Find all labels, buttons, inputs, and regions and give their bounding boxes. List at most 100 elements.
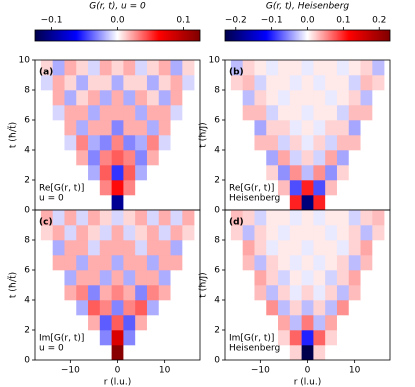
heat-cell bbox=[266, 345, 279, 360]
heat-cell bbox=[278, 150, 291, 166]
x-tick-label: 10 bbox=[159, 366, 171, 376]
heat-cell bbox=[242, 195, 255, 210]
heat-cell bbox=[146, 150, 160, 166]
heat-cell bbox=[289, 150, 302, 166]
heat-cell bbox=[325, 150, 338, 166]
heat-cell bbox=[242, 345, 255, 360]
heat-cell bbox=[325, 345, 338, 360]
heat-cell bbox=[254, 315, 267, 331]
heat-cell bbox=[99, 75, 112, 91]
heat-cell bbox=[146, 240, 160, 256]
heat-cell bbox=[254, 270, 267, 286]
heat-cell bbox=[360, 135, 373, 151]
y-tick-label: 4 bbox=[214, 296, 220, 306]
heat-cell bbox=[76, 345, 89, 360]
heat-cell bbox=[111, 180, 124, 196]
heat-cell bbox=[135, 180, 148, 196]
heat-cell bbox=[40, 90, 53, 106]
heat-cell bbox=[123, 150, 136, 166]
heat-cell bbox=[52, 90, 65, 106]
heat-cell bbox=[135, 240, 148, 256]
heat-cell bbox=[289, 60, 302, 76]
heat-cell bbox=[360, 285, 373, 301]
y-tick-label: 0 bbox=[24, 206, 30, 216]
heat-cell bbox=[313, 120, 326, 136]
heat-cell bbox=[158, 300, 171, 316]
heat-cell bbox=[325, 135, 338, 151]
heat-cell bbox=[301, 270, 314, 286]
heat-cell bbox=[64, 75, 77, 91]
heat-cell bbox=[325, 240, 338, 256]
heat-cell bbox=[170, 195, 183, 210]
heat-cell bbox=[313, 225, 326, 241]
heat-cell bbox=[266, 285, 279, 301]
heat-cell bbox=[40, 345, 53, 360]
heat-cell bbox=[278, 210, 291, 226]
heatmap bbox=[230, 60, 385, 210]
heat-cell bbox=[123, 135, 136, 151]
heat-cell bbox=[230, 300, 243, 316]
heat-cell bbox=[182, 75, 195, 91]
heat-cell bbox=[230, 210, 243, 226]
heat-cell bbox=[158, 345, 171, 360]
heat-cell bbox=[242, 120, 255, 136]
heat-cell bbox=[111, 195, 124, 210]
heat-cell bbox=[254, 210, 267, 226]
heat-cell bbox=[313, 330, 326, 346]
heat-cell bbox=[242, 225, 255, 241]
heat-cell bbox=[88, 180, 101, 196]
panel-label: (b) bbox=[229, 68, 244, 78]
heat-cell bbox=[40, 120, 53, 136]
heat-cell bbox=[182, 240, 195, 256]
heat-cell bbox=[182, 345, 195, 360]
heat-cell bbox=[313, 255, 326, 271]
heat-cell bbox=[40, 60, 53, 76]
heat-cell bbox=[111, 225, 124, 241]
heat-cell bbox=[266, 240, 279, 256]
heat-cell bbox=[242, 60, 255, 76]
heat-cell bbox=[52, 210, 65, 226]
heat-cell bbox=[135, 330, 148, 346]
x-axis-label: r (l.u.) bbox=[104, 378, 132, 387]
heat-cell bbox=[242, 285, 255, 301]
heat-cell bbox=[64, 255, 77, 271]
heat-cell bbox=[40, 255, 53, 271]
heat-cell bbox=[170, 210, 183, 226]
heat-cell bbox=[313, 210, 326, 226]
heat-cell bbox=[360, 60, 373, 76]
heat-cell bbox=[170, 60, 183, 76]
heat-cell bbox=[289, 300, 302, 316]
heat-cell bbox=[242, 210, 255, 226]
heat-cell bbox=[254, 150, 267, 166]
heat-cell bbox=[40, 300, 53, 316]
heat-cell bbox=[254, 255, 267, 271]
heat-cell bbox=[289, 165, 302, 181]
heat-cell bbox=[313, 315, 326, 331]
heat-cell bbox=[254, 105, 267, 121]
heat-cell bbox=[336, 75, 350, 91]
heat-cell bbox=[64, 195, 77, 210]
heat-cell bbox=[88, 210, 101, 226]
heat-cell bbox=[242, 90, 255, 106]
y-tick-label: 10 bbox=[209, 56, 221, 66]
heat-cell bbox=[182, 150, 195, 166]
heat-cell bbox=[254, 240, 267, 256]
heat-cell bbox=[170, 285, 183, 301]
colorbar-tick-label: 0.1 bbox=[176, 16, 190, 26]
heat-cell bbox=[170, 105, 183, 121]
heat-cell bbox=[170, 135, 183, 151]
heat-cell bbox=[325, 300, 338, 316]
heat-cell bbox=[99, 180, 112, 196]
heat-cell bbox=[278, 75, 291, 91]
heat-cell bbox=[111, 60, 124, 76]
heat-cell bbox=[372, 255, 385, 271]
heat-cell bbox=[146, 195, 160, 210]
heat-cell bbox=[230, 345, 243, 360]
heat-cell bbox=[170, 150, 183, 166]
heat-cell bbox=[158, 180, 171, 196]
heat-cell bbox=[64, 135, 77, 151]
y-axis-label: t (ħ/J) bbox=[199, 272, 209, 297]
heat-cell bbox=[88, 300, 101, 316]
heat-cell bbox=[372, 300, 385, 316]
heat-cell bbox=[325, 120, 338, 136]
